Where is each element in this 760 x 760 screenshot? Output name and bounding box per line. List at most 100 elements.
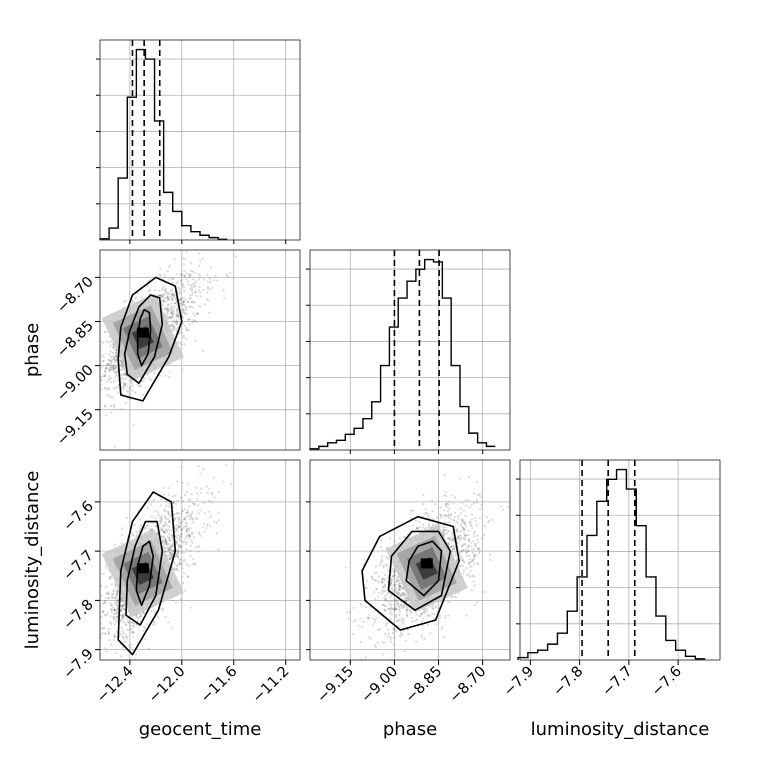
scatter-point: [161, 527, 164, 531]
scatter-point: [392, 574, 395, 578]
scatter-point: [389, 583, 392, 586]
scatter-point: [385, 555, 388, 559]
scatter-point: [208, 277, 211, 280]
scatter-point: [187, 280, 190, 283]
scatter-point: [177, 524, 180, 528]
scatter-point: [415, 527, 418, 530]
scatter-point: [457, 537, 460, 540]
scatter-point: [470, 503, 473, 506]
scatter-point: [449, 517, 452, 520]
scatter-point: [110, 643, 113, 646]
scatter-point: [166, 269, 169, 273]
scatter-point: [402, 587, 405, 590]
scatter-point: [114, 612, 117, 615]
scatter-point: [113, 406, 116, 409]
scatter-point: [183, 304, 186, 307]
scatter-point: [198, 305, 202, 308]
scatter-point: [106, 630, 110, 634]
scatter-point: [434, 523, 437, 526]
scatter-point: [205, 298, 208, 301]
scatter-point: [182, 322, 185, 325]
scatter-point: [164, 538, 167, 541]
scatter-point: [387, 628, 390, 631]
scatter-point: [138, 530, 141, 533]
scatter-point: [166, 296, 169, 299]
contour-level-2: [117, 491, 177, 656]
scatter-point: [171, 313, 174, 316]
scatter-point: [197, 312, 200, 315]
scatter-point: [366, 667, 368, 669]
scatter-point: [167, 303, 170, 306]
scatter-point: [166, 305, 169, 309]
scatter-point: [393, 577, 396, 580]
scatter-point: [104, 366, 108, 369]
scatter-point: [247, 419, 249, 421]
scatter-point: [94, 615, 96, 617]
scatter-point: [398, 619, 401, 622]
scatter-point: [193, 315, 197, 318]
scatter-point: [100, 584, 103, 588]
scatter-point: [396, 578, 399, 581]
scatter-point: [157, 294, 161, 297]
scatter-point: [112, 387, 115, 390]
scatter-point: [153, 289, 157, 292]
scatter-point: [104, 386, 107, 389]
scatter-point: [190, 512, 193, 515]
scatter-point: [454, 552, 458, 555]
scatter-point: [456, 536, 460, 539]
scatter-point: [110, 608, 113, 611]
scatter-point: [160, 519, 163, 522]
scatter-point: [158, 294, 161, 297]
scatter-point: [203, 530, 206, 533]
scatter-point: [229, 272, 232, 275]
scatter-point: [397, 576, 400, 579]
scatter-point: [181, 303, 184, 306]
scatter-point: [144, 526, 147, 529]
scatter-point: [460, 524, 463, 527]
scatter-point: [200, 534, 203, 538]
scatter-point: [172, 505, 175, 508]
contour-level-1: [123, 294, 164, 384]
scatter-point: [173, 321, 176, 324]
scatter-point: [152, 620, 155, 623]
scatter-point: [410, 509, 413, 512]
scatter-point: [113, 633, 116, 637]
scatter-point: [206, 291, 209, 294]
scatter-point: [171, 626, 174, 629]
scatter-point: [420, 633, 423, 636]
scatter-point: [111, 351, 115, 354]
scatter-point: [182, 297, 185, 300]
scatter-point: [460, 550, 463, 553]
scatter-point: [459, 554, 462, 557]
scatter-point: [180, 343, 183, 346]
scatter-point: [122, 384, 126, 387]
scatter-point: [166, 308, 169, 311]
scatter-point: [443, 532, 446, 535]
scatter-point: [166, 550, 169, 553]
scatter-point: [376, 641, 379, 645]
scatter-point: [159, 267, 162, 270]
scatter-point: [176, 549, 179, 552]
scatter-point: [190, 300, 193, 303]
scatter-point: [115, 590, 118, 593]
scatter-point: [452, 539, 456, 542]
scatter-point: [367, 636, 370, 639]
scatter-point: [477, 541, 480, 544]
scatter-point: [464, 504, 467, 508]
scatter-point: [183, 275, 186, 278]
scatter-point: [176, 320, 179, 323]
scatter-point: [103, 614, 106, 617]
scatter-point: [465, 534, 468, 537]
scatter-point: [179, 598, 182, 601]
scatter-point: [191, 521, 195, 524]
scatter-point: [124, 402, 127, 405]
scatter-point: [352, 606, 355, 609]
scatter-point: [159, 515, 162, 519]
scatter-point: [186, 515, 189, 518]
scatter-point: [381, 581, 384, 584]
scatter-point: [197, 512, 200, 515]
scatter-point: [199, 274, 202, 277]
scatter-point: [465, 551, 468, 554]
scatter-point: [100, 594, 103, 597]
scatter-point: [159, 294, 162, 297]
